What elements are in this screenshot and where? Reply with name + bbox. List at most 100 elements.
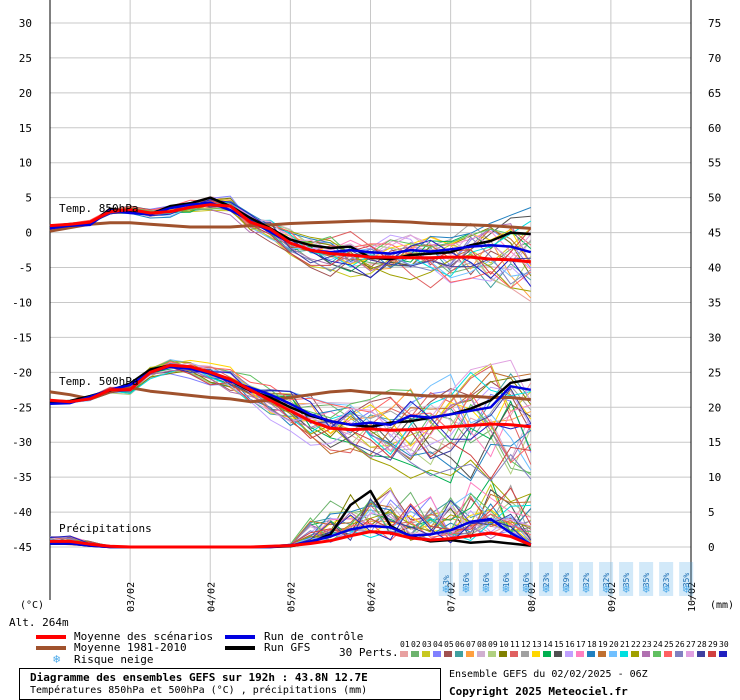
altitude-label: Alt. 264m bbox=[9, 616, 69, 629]
snow-risk-label: 3% bbox=[442, 575, 451, 585]
pert-swatch bbox=[697, 651, 705, 657]
legend-gfs-label: Run GFS bbox=[264, 641, 311, 654]
pert-number: 19 bbox=[598, 640, 608, 649]
pert-swatch bbox=[521, 651, 529, 657]
right-tick-label: 55 bbox=[708, 157, 721, 170]
series-precip-line bbox=[50, 530, 532, 549]
snow-risk-label: 35% bbox=[622, 573, 631, 588]
pert-swatch bbox=[477, 651, 485, 657]
pert-swatch bbox=[620, 651, 628, 657]
pert-swatch bbox=[565, 651, 573, 657]
left-tick-label: 5 bbox=[25, 192, 32, 205]
left-tick-label: 30 bbox=[19, 17, 32, 30]
pert-swatch bbox=[642, 651, 650, 657]
left-tick-label: 0 bbox=[25, 227, 32, 240]
snowflake-icon: ❄ bbox=[582, 582, 589, 596]
snow-risk-bar bbox=[518, 562, 533, 596]
snow-risk-bar bbox=[478, 562, 493, 596]
left-tick-label: -40 bbox=[12, 506, 32, 519]
legend-control-label: Run de contrôle bbox=[264, 630, 364, 643]
pert-number: 29 bbox=[708, 640, 718, 649]
x-tick-label: 05/02 bbox=[286, 582, 297, 612]
legend-mean-swatch bbox=[36, 635, 66, 639]
snowflake-icon: ❄ bbox=[53, 652, 61, 666]
snow-risk-label: 16% bbox=[502, 573, 511, 588]
pert-swatch bbox=[719, 651, 727, 657]
pert-swatch bbox=[499, 651, 507, 657]
x-tick-label: 07/02 bbox=[447, 582, 458, 612]
snow-risk-bar bbox=[599, 562, 614, 596]
precip-panel-label: Précipitations bbox=[59, 522, 152, 535]
chart-title: Diagramme des ensembles GEFS sur 192h : … bbox=[30, 671, 368, 684]
pert-swatch bbox=[609, 651, 617, 657]
snow-risk-label: 29% bbox=[562, 573, 571, 588]
snowflake-icon: ❄ bbox=[522, 582, 529, 596]
snow-risk-label: 32% bbox=[582, 573, 591, 588]
snowflake-icon: ❄ bbox=[643, 582, 650, 596]
pert-number: 12 bbox=[521, 640, 531, 649]
snow-risk-bar bbox=[458, 562, 473, 596]
pert-number: 06 bbox=[455, 640, 465, 649]
pert-number: 28 bbox=[697, 640, 707, 649]
pert-number: 14 bbox=[543, 640, 553, 649]
right-tick-label: 35 bbox=[708, 296, 721, 309]
snow-risk-bar bbox=[498, 562, 513, 596]
right-tick-label: 70 bbox=[708, 52, 721, 65]
pert-swatch bbox=[433, 651, 441, 657]
pert-number: 23 bbox=[642, 640, 652, 649]
pert-number: 08 bbox=[477, 640, 487, 649]
right-tick-label: 20 bbox=[708, 401, 721, 414]
right-tick-label: 10 bbox=[708, 471, 721, 484]
x-tick-label: 06/02 bbox=[367, 582, 378, 612]
x-tick-label: 04/02 bbox=[206, 582, 217, 612]
snow-risk-bar bbox=[659, 562, 674, 596]
snowflake-icon: ❄ bbox=[502, 582, 509, 596]
pert-number: 05 bbox=[444, 640, 454, 649]
right-tick-label: 15 bbox=[708, 436, 721, 449]
pert-number: 11 bbox=[510, 640, 520, 649]
pert-number: 09 bbox=[488, 640, 498, 649]
x-tick-label: 03/02 bbox=[126, 582, 137, 612]
pert-number: 07 bbox=[466, 640, 476, 649]
info-box: Diagramme des ensembles GEFS sur 192h : … bbox=[19, 668, 441, 700]
snowflake-icon: ❄ bbox=[602, 582, 609, 596]
left-tick-label: -35 bbox=[12, 471, 32, 484]
left-tick-label: -10 bbox=[12, 296, 32, 309]
right-tick-label: 30 bbox=[708, 331, 721, 344]
left-tick-label: 20 bbox=[19, 87, 32, 100]
series-t850-line bbox=[49, 219, 531, 233]
pert-swatch bbox=[466, 651, 474, 657]
pert-number: 17 bbox=[576, 640, 586, 649]
pert-swatch bbox=[411, 651, 419, 657]
t850-panel-label: Temp. 850hPa bbox=[59, 202, 139, 215]
series-t500-line bbox=[49, 386, 531, 404]
pert-number: 10 bbox=[499, 640, 509, 649]
snow-risk-label: 23% bbox=[542, 573, 551, 588]
legend-clim-swatch bbox=[36, 646, 66, 650]
snow-risk-bar bbox=[438, 562, 453, 596]
snow-risk-label: 16% bbox=[482, 573, 491, 588]
pert-swatch bbox=[675, 651, 683, 657]
legend-gfs-swatch bbox=[225, 646, 255, 650]
pert-number: 15 bbox=[554, 640, 564, 649]
pert-number: 01 bbox=[400, 640, 410, 649]
snow-risk-label: 35% bbox=[682, 573, 691, 588]
left-tick-label: -5 bbox=[19, 262, 32, 275]
pert-swatch bbox=[554, 651, 562, 657]
pert-swatch bbox=[664, 651, 672, 657]
snowflake-icon: ❄ bbox=[663, 582, 670, 596]
snow-risk-label: 16% bbox=[522, 573, 531, 588]
x-tick-label: 08/02 bbox=[527, 582, 538, 612]
snow-risk-bar bbox=[639, 562, 654, 596]
pert-swatch bbox=[587, 651, 595, 657]
right-tick-label: 45 bbox=[708, 227, 721, 240]
legend-clim-label: Moyenne 1981-2010 bbox=[74, 641, 187, 654]
pert-swatch bbox=[631, 651, 639, 657]
legend-mean-label: Moyenne des scénarios bbox=[74, 630, 214, 643]
pert-swatch bbox=[532, 651, 540, 657]
pert-number: 18 bbox=[587, 640, 597, 649]
pert-number: 20 bbox=[609, 640, 619, 649]
pert-swatch bbox=[400, 651, 408, 657]
left-tick-label: -25 bbox=[12, 401, 32, 414]
